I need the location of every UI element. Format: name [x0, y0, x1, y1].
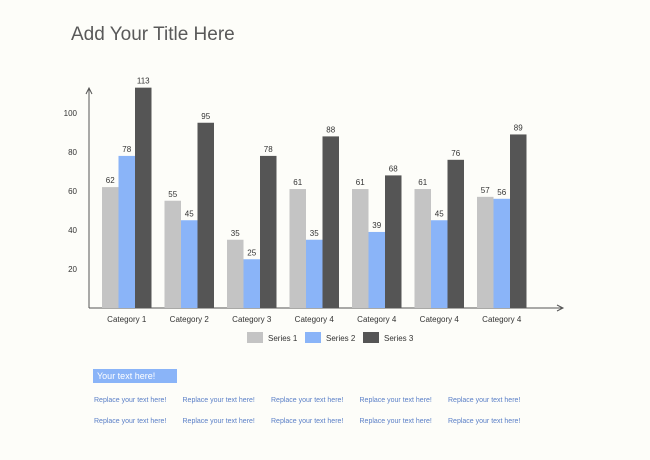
text-placeholder[interactable]: Replace your text here!: [448, 397, 521, 404]
bar: [164, 200, 181, 308]
text-placeholder[interactable]: Replace your text here!: [271, 397, 344, 404]
data-label: 113: [137, 77, 150, 86]
data-label: 68: [389, 164, 398, 173]
legend-label: Series 1: [268, 334, 298, 343]
data-label: 62: [106, 176, 115, 185]
text-placeholder[interactable]: Replace your text here!: [359, 397, 432, 404]
bar: [118, 155, 135, 308]
text-placeholder[interactable]: Replace your text here!: [182, 418, 255, 425]
category-label: Category 4: [420, 315, 460, 324]
y-axis-arrow: [85, 86, 93, 95]
data-label: 25: [247, 248, 256, 257]
category-label: Category 4: [295, 315, 335, 324]
data-label: 76: [451, 149, 460, 158]
legend-label: Series 2: [326, 334, 356, 343]
category-label: Category 4: [482, 315, 522, 324]
legend-swatch: [305, 332, 321, 343]
text-placeholder[interactable]: Replace your text here!: [448, 418, 521, 425]
bar: [352, 189, 369, 308]
legend: Series 1 Series 2 Series 3: [247, 332, 414, 343]
bar: [322, 136, 339, 308]
category-labels: Category 1 Category 2 Category 3 Category 4…: [107, 315, 522, 324]
text-placeholder[interactable]: Replace your text here!: [359, 418, 432, 425]
data-label: 61: [418, 178, 427, 187]
text-placeholder[interactable]: Replace your text here!: [94, 397, 167, 404]
data-label: 39: [372, 221, 381, 230]
legend-swatch: [363, 332, 379, 343]
data-label: 78: [122, 145, 131, 154]
y-tick-label: 40: [68, 226, 77, 235]
category-label: Category 4: [357, 315, 397, 324]
data-label: 45: [185, 209, 194, 218]
legend-label: Series 3: [384, 334, 414, 343]
bar: [197, 122, 214, 308]
data-label: 88: [326, 125, 335, 134]
y-axis-ticks: 20 40 60 80 100: [64, 109, 78, 274]
category-label: Category 3: [232, 315, 272, 324]
text-row-2: Replace your text here! Replace your text…: [94, 418, 537, 425]
bar: [260, 155, 277, 308]
x-axis-arrow: [556, 304, 565, 312]
bar: [493, 198, 510, 308]
text-placeholder[interactable]: Replace your text here!: [94, 418, 167, 425]
bar: [431, 220, 448, 308]
text-placeholder[interactable]: Replace your text here!: [271, 418, 344, 425]
bar: [243, 259, 260, 308]
data-label: 95: [201, 112, 210, 121]
data-label: 45: [435, 209, 444, 218]
legend-swatch: [247, 332, 263, 343]
bar: [414, 189, 431, 308]
y-tick-label: 20: [68, 265, 77, 274]
chart-title: Add Your Title Here: [71, 24, 235, 45]
bar: [306, 239, 323, 308]
bar: [289, 189, 306, 308]
data-label: 35: [310, 229, 319, 238]
data-label: 55: [168, 190, 177, 199]
data-label: 56: [497, 188, 506, 197]
bar: [510, 134, 527, 308]
category-label: Category 1: [107, 315, 147, 324]
data-label: 61: [356, 178, 365, 187]
text-row-1: Replace your text here! Replace your text…: [94, 397, 537, 404]
bar: [227, 239, 244, 308]
bar: [181, 220, 198, 308]
bar: [368, 231, 385, 308]
y-tick-label: 60: [68, 187, 77, 196]
data-label: 89: [514, 123, 523, 132]
text-placeholder[interactable]: Replace your text here!: [182, 397, 255, 404]
data-label: 61: [293, 178, 302, 187]
bar: [135, 87, 152, 309]
bar: [385, 175, 402, 308]
text-badge[interactable]: Your text here!: [93, 369, 177, 383]
bar: [477, 196, 494, 308]
bar: [102, 187, 119, 308]
bar-series: 62 78 113 55 45 95 35 25 78 61 35 88 61 39 68 61 45 76 57 5…: [102, 77, 527, 309]
y-tick-label: 100: [64, 109, 78, 118]
y-tick-label: 80: [68, 148, 77, 157]
data-label: 35: [231, 229, 240, 238]
data-label: 57: [481, 186, 490, 195]
data-label: 78: [264, 145, 273, 154]
bar: [447, 159, 464, 308]
category-label: Category 2: [170, 315, 210, 324]
